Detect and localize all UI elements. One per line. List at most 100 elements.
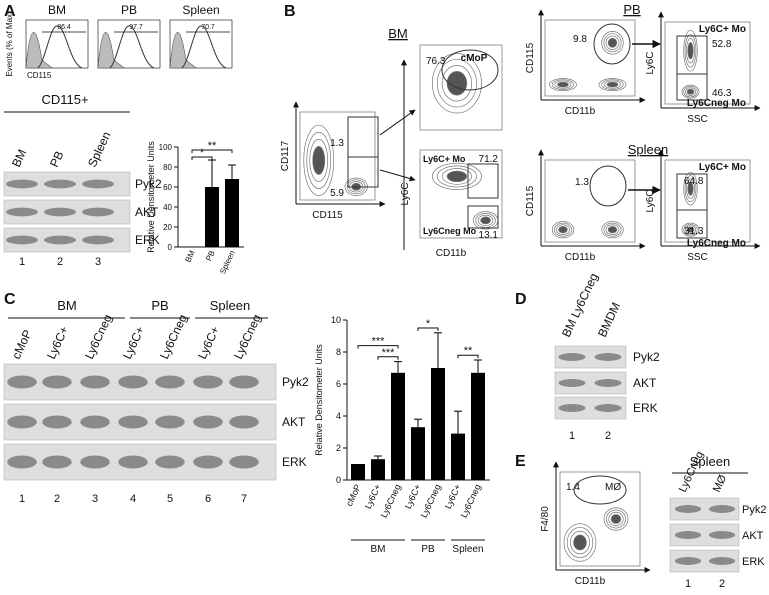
gate-value: 1.4 bbox=[566, 482, 580, 493]
blot-strip bbox=[554, 396, 627, 420]
panel-label: A bbox=[4, 3, 16, 20]
significance-bracket bbox=[377, 356, 399, 360]
lane-number: 3 bbox=[95, 256, 101, 268]
blot-band bbox=[229, 375, 259, 389]
stained-histogram bbox=[181, 25, 227, 69]
blot-band bbox=[118, 415, 148, 429]
lane-number: 1 bbox=[569, 430, 575, 442]
lane-label: MØ bbox=[711, 473, 730, 495]
lane-number: 2 bbox=[719, 578, 725, 590]
blot-band bbox=[6, 179, 38, 189]
contour bbox=[441, 168, 473, 185]
contour bbox=[436, 59, 477, 108]
contour bbox=[605, 224, 620, 235]
lane-number: 7 bbox=[241, 493, 247, 505]
significance-bracket bbox=[357, 345, 399, 349]
blot-band bbox=[44, 179, 76, 189]
significance-label: *** bbox=[382, 347, 396, 359]
protein-label: ERK bbox=[742, 556, 765, 568]
contour bbox=[686, 226, 695, 233]
lane-label: Ly6Cneg bbox=[231, 312, 264, 361]
contour bbox=[309, 138, 329, 182]
error-bar bbox=[414, 418, 422, 428]
group-label: PB bbox=[421, 544, 435, 555]
y-axis-label: Ly6C bbox=[645, 52, 656, 75]
blot-band bbox=[708, 531, 736, 539]
contour bbox=[475, 213, 496, 228]
error-bar bbox=[228, 164, 236, 179]
y-axis-label: Relative Densitometer Units bbox=[146, 141, 156, 253]
y-tick-label: 100 bbox=[159, 143, 173, 152]
blot-band bbox=[6, 207, 38, 217]
gate-value: 1.3 bbox=[575, 177, 589, 188]
lane-label: Ly6C+ bbox=[44, 324, 71, 361]
contour bbox=[557, 81, 569, 88]
y-tick-label: 8 bbox=[336, 347, 341, 357]
gate bbox=[676, 73, 708, 101]
contour bbox=[684, 175, 697, 203]
y-tick-label: 6 bbox=[336, 379, 341, 389]
gate-value: 31.3 bbox=[684, 226, 704, 237]
bar bbox=[185, 246, 199, 247]
contour bbox=[554, 222, 572, 237]
bar bbox=[431, 368, 445, 480]
contour bbox=[563, 523, 597, 562]
significance-label: * bbox=[426, 318, 431, 330]
blot-band bbox=[42, 375, 72, 389]
contour bbox=[686, 38, 695, 64]
x-tick-label: Ly6Cneg bbox=[379, 483, 403, 520]
contour bbox=[603, 222, 622, 237]
y-tick-label: 0 bbox=[336, 475, 341, 485]
error-bar bbox=[454, 410, 462, 434]
y-tick-label: 60 bbox=[163, 183, 172, 192]
contour bbox=[610, 514, 622, 524]
contour bbox=[606, 81, 619, 88]
histogram-frame bbox=[97, 19, 161, 69]
y-tick-label: 0 bbox=[168, 243, 173, 252]
protein-label: ERK bbox=[282, 455, 307, 469]
y-axis-label: F4/80 bbox=[540, 506, 551, 532]
lane-label: Ly6Cneg bbox=[82, 312, 115, 361]
x-axis-label: CD11b bbox=[436, 248, 467, 259]
protein-label: ERK bbox=[135, 233, 160, 247]
blot-band bbox=[42, 415, 72, 429]
lane-number: 6 bbox=[205, 493, 211, 505]
section-title: BM bbox=[388, 26, 408, 41]
bar bbox=[411, 427, 425, 480]
contour bbox=[303, 124, 335, 196]
blot-band bbox=[193, 375, 223, 389]
contour bbox=[681, 222, 700, 237]
lane-label: Ly6Cneg bbox=[677, 450, 706, 495]
blot-band bbox=[7, 455, 37, 469]
bar bbox=[471, 372, 485, 480]
significance-bracket bbox=[457, 354, 479, 359]
y-axis-label: CD115 bbox=[525, 185, 536, 216]
blot-strip bbox=[554, 345, 627, 369]
lane-label: cMoP bbox=[9, 328, 35, 362]
y-tick-label: 4 bbox=[336, 411, 341, 421]
group-header: BM bbox=[57, 298, 77, 313]
protein-label: AKT bbox=[742, 530, 764, 542]
contour bbox=[603, 33, 622, 53]
blot-band bbox=[193, 455, 223, 469]
protein-label: Pyk2 bbox=[633, 350, 660, 364]
blot-band bbox=[155, 455, 185, 469]
contour bbox=[601, 79, 624, 90]
contour bbox=[441, 65, 473, 102]
lane-label: Spleen bbox=[85, 129, 113, 169]
blot-band bbox=[193, 415, 223, 429]
protein-label: AKT bbox=[135, 205, 159, 219]
gate-name: Ly6C+ Mo bbox=[423, 154, 466, 164]
contour bbox=[606, 509, 626, 529]
gate-value: 64.8 bbox=[684, 176, 704, 187]
gate bbox=[676, 209, 708, 239]
protein-label: Pyk2 bbox=[135, 177, 162, 191]
gate-name: Ly6Cneg Mo bbox=[423, 226, 477, 236]
contour bbox=[431, 162, 482, 190]
section-title: Spleen bbox=[628, 142, 668, 157]
x-tick-label: Ly6C+ bbox=[403, 483, 423, 511]
blot-band bbox=[82, 179, 114, 189]
blot-strip bbox=[669, 549, 740, 573]
blot-band bbox=[80, 415, 110, 429]
